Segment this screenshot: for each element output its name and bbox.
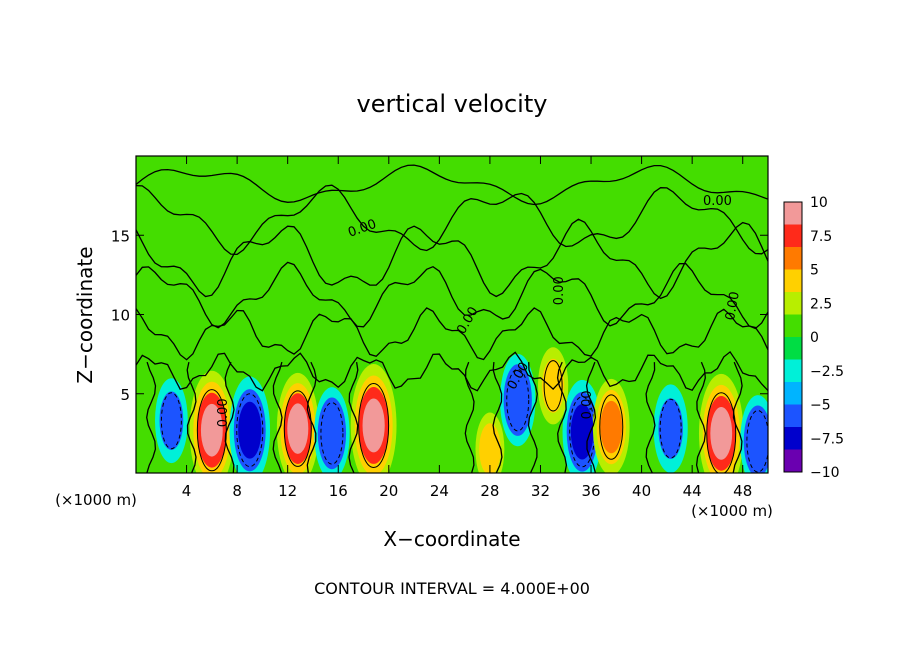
colorbar-swatch-2 xyxy=(784,247,802,270)
cell-contour-6 xyxy=(492,362,503,473)
x-tick-label-3: 16 xyxy=(329,482,348,500)
downdraft-core-6 xyxy=(500,353,536,447)
cell-contour-3 xyxy=(348,362,359,473)
cell-contour-9 xyxy=(645,362,656,473)
cell-contour-11 xyxy=(732,361,743,473)
zero-contour-2 xyxy=(136,218,768,300)
updraft-core-3 xyxy=(350,364,397,473)
colorbar-tick-label-7: −7.5 xyxy=(810,431,844,447)
updraft-core-12 xyxy=(538,347,569,425)
colorbar-tick-label-6: −5 xyxy=(810,398,831,414)
cell-contour-5 xyxy=(146,361,157,473)
updraft-core-8 xyxy=(592,378,630,473)
x-unit-label: (×1000 m) xyxy=(55,491,137,509)
zero-contour-3 xyxy=(136,261,768,330)
y-axis-ticks: 5 10 15 xyxy=(111,227,768,404)
downdraft-core-5 xyxy=(154,378,188,464)
colorbar-tick-label-3: 2.5 xyxy=(810,296,832,312)
y-axis-label: Z−coordinate xyxy=(73,246,97,383)
x-axis-ticks: 4 8 12 16 20 24 28 32 36 40 44 48 xyxy=(182,156,752,500)
colorbar-swatch-4 xyxy=(784,292,802,315)
colorbar-swatch-0 xyxy=(784,202,802,225)
updraft-core-13 xyxy=(475,412,505,473)
colorbar-tick-label-1: 7.5 xyxy=(810,229,832,245)
x-axis-label: X−coordinate xyxy=(383,527,520,551)
contour-lines xyxy=(136,164,768,473)
updraft-core-10 xyxy=(698,373,744,473)
zero-contour-0 xyxy=(136,164,768,206)
cell-contour-8 xyxy=(585,361,597,473)
colorbar-swatch-7 xyxy=(784,359,802,383)
colorbar-swatch-9 xyxy=(784,404,802,428)
zero-contour-4 xyxy=(136,307,768,361)
colorbar-tick-label-4: 0 xyxy=(810,330,819,346)
zero-contour-5 xyxy=(136,350,768,392)
downdraft-core-4 xyxy=(314,387,350,473)
cell-contour-0 xyxy=(186,361,197,473)
colorbar-swatch-8 xyxy=(784,382,802,405)
x-tick-label-5: 24 xyxy=(430,482,449,500)
contour-label-0: 0.00 xyxy=(216,398,231,427)
colorbar-swatch-10 xyxy=(784,427,802,450)
downdraft-core-9 xyxy=(653,384,688,473)
y-tick-label-0: 5 xyxy=(120,386,130,404)
x-unit-label-right: (×1000 m) xyxy=(691,502,773,520)
cell-contour-2 xyxy=(272,361,283,473)
updraft-core-2 xyxy=(276,372,319,473)
y-tick-label-1: 10 xyxy=(111,307,130,325)
cell-contour-1 xyxy=(224,361,235,473)
colorbar-swatch-1 xyxy=(784,224,802,248)
x-tick-label-8: 36 xyxy=(581,482,600,500)
x-tick-label-4: 20 xyxy=(379,482,398,500)
colorbar-swatch-5 xyxy=(784,314,802,338)
contour-interval-note: CONTOUR INTERVAL = 4.000E+00 xyxy=(314,579,590,598)
cell-contour-12 xyxy=(527,362,538,473)
colorbar-tick-label-0: 10 xyxy=(810,195,828,211)
colorbar-swatch-6 xyxy=(784,337,802,360)
downdraft-core-11 xyxy=(740,395,768,473)
updraft-core-0 xyxy=(189,370,235,473)
colorbar-swatch-11 xyxy=(784,449,802,473)
colorbar-tick-label-8: −10 xyxy=(810,465,840,481)
x-tick-label-6: 28 xyxy=(480,482,499,500)
zero-contour-1 xyxy=(136,184,768,256)
cell-contour-4 xyxy=(306,361,317,473)
cell-contour-7 xyxy=(556,361,568,473)
colorbar-tick-label-2: 5 xyxy=(810,263,819,279)
colorbar-swatch-3 xyxy=(784,269,802,293)
x-tick-label-7: 32 xyxy=(531,482,550,500)
chart-title: vertical velocity xyxy=(357,90,548,118)
downdraft-core-1 xyxy=(229,376,271,473)
contour-label-6: 0.00 xyxy=(580,390,595,419)
y-tick-label-2: 15 xyxy=(111,227,130,245)
x-tick-label-1: 8 xyxy=(232,482,242,500)
colorbar-frame xyxy=(783,201,803,473)
colorbar: 10 7.5 5 2.5 0 −2.5 −5 −7.5 −10 xyxy=(783,195,844,481)
velocity-field xyxy=(154,347,768,473)
x-tick-label-0: 4 xyxy=(182,482,192,500)
plot-area xyxy=(136,156,768,473)
x-tick-label-9: 40 xyxy=(632,482,651,500)
contour-label-7: 0.00 xyxy=(723,290,743,321)
contour-label-4: 0.00 xyxy=(703,194,732,209)
cell-contour-13 xyxy=(464,361,475,473)
colorbar-tick-label-5: −2.5 xyxy=(810,364,844,380)
x-tick-label-10: 44 xyxy=(683,482,702,500)
cell-contour-10 xyxy=(695,361,707,473)
x-tick-label-2: 12 xyxy=(278,482,297,500)
x-tick-label-11: 48 xyxy=(733,482,752,500)
contour-label-3: 0.00 xyxy=(552,276,567,305)
